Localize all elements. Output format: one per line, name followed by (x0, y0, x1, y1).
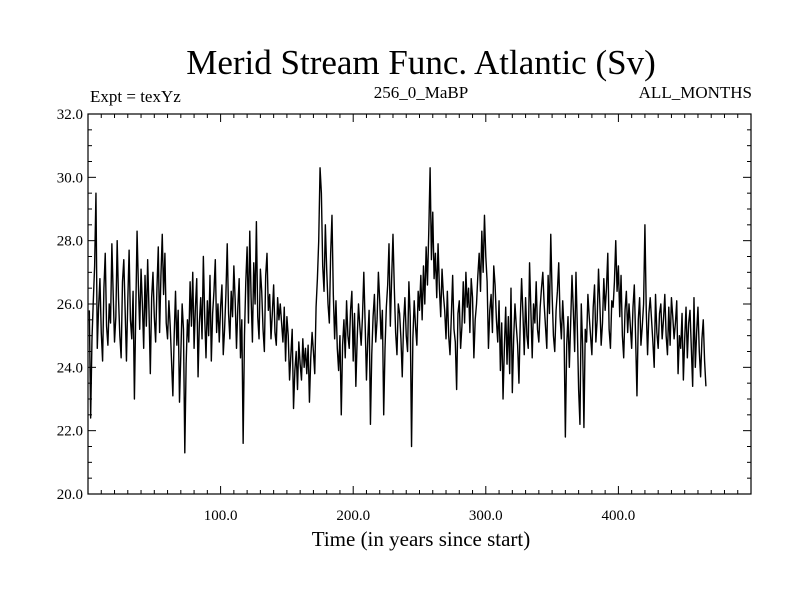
x-tick-label: 400.0 (602, 508, 636, 524)
y-tick-label: 24.0 (57, 360, 83, 376)
y-tick-label: 22.0 (57, 424, 83, 440)
x-axis-label: Time (in years since start) (312, 527, 531, 551)
chart-title: Merid Stream Func. Atlantic (Sv) (186, 43, 656, 82)
x-tick-label: 100.0 (204, 508, 238, 524)
x-tick-label: 200.0 (336, 508, 370, 524)
x-tick-labels: 100.0 200.0 300.0 400.0 (204, 508, 636, 524)
header-center-label: 256_0_MaBP (374, 83, 468, 102)
series-line (88, 167, 707, 454)
y-tick-label: 28.0 (57, 234, 83, 250)
x-tick-label: 300.0 (469, 508, 503, 524)
y-tick-label: 20.0 (57, 487, 83, 503)
header-right-label: ALL_MONTHS (639, 83, 752, 102)
y-tick-label: 26.0 (57, 297, 83, 313)
y-tick-labels: 20.0 22.0 24.0 26.0 28.0 30.0 32.0 (57, 107, 83, 503)
y-tick-label: 32.0 (57, 107, 83, 123)
axis-ticks (88, 114, 751, 494)
y-tick-label: 30.0 (57, 170, 83, 186)
header-left-label: Expt = texYz (90, 87, 181, 106)
